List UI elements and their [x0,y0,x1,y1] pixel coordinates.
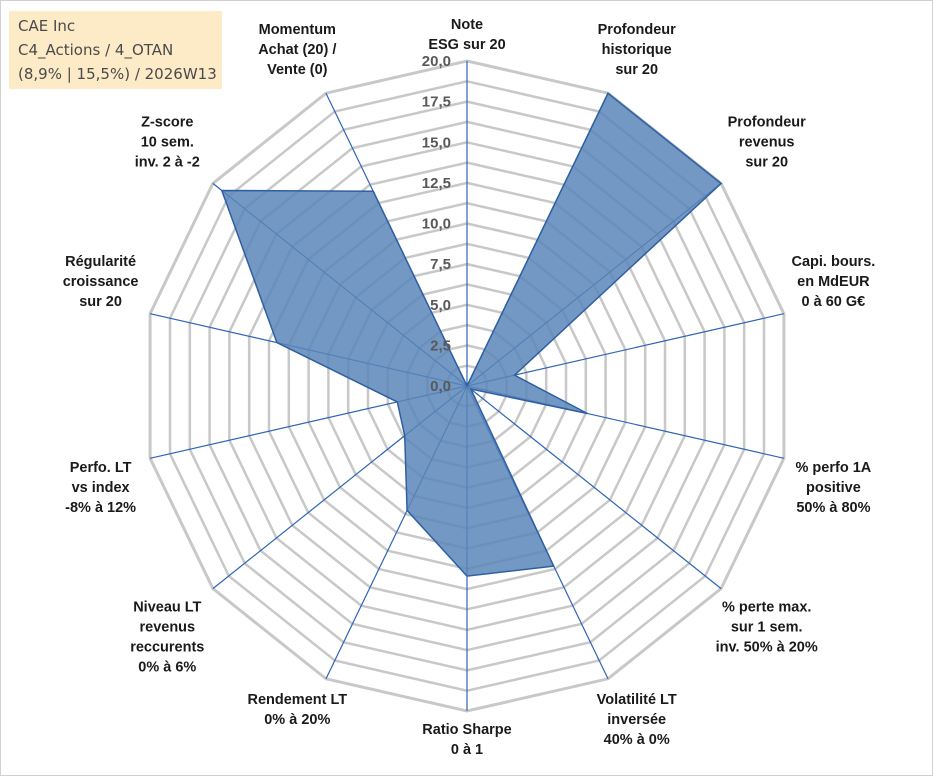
tick-label: 15,0 [422,134,451,151]
axis-spoke [466,385,722,590]
axis-label: reccurents [130,640,204,656]
axis-label: 10 sem. [141,134,194,150]
axis-label: 0 à 60 G€ [802,294,866,310]
tick-label: 17,5 [422,94,451,111]
axis-label: 50% à 80% [796,500,870,516]
tick-label: 7,5 [430,256,451,273]
axis-label: -8% à 12% [65,500,136,516]
axis-label: positive [806,480,861,496]
axis-label: Niveau LT [133,600,201,616]
tick-label: 5,0 [430,297,451,314]
axis-label: sur 20 [745,154,788,170]
axis-label: Z-score [141,114,193,130]
axis-label: 0% à 20% [264,712,330,728]
axis-label: sur 20 [615,62,658,78]
axis-label: Profondeur [598,22,676,38]
axis-label: Régularité [65,254,136,270]
tick-label: 10,0 [422,216,451,233]
radar-tick-labels: 0,0 2,5 5,0 7,5 10,0 12,5 15,0 17,5 20,0 [422,53,451,395]
axis-label: 40% à 0% [604,732,670,748]
axis-label: Capi. bours. [792,254,876,270]
axis-label: Perfo. LT [70,460,132,476]
axis-label: Note [451,17,483,33]
radar-series [220,92,723,577]
title-category: C4_Actions / 4_OTAN [18,41,174,59]
axis-label: sur 20 [79,294,122,310]
axis-label: revenus [139,620,195,636]
title-box: CAE Inc C4_Actions / 4_OTAN (8,9% | 15,5… [9,11,222,89]
axis-label: Vente (0) [267,62,328,78]
title-company: CAE Inc [18,17,76,35]
tick-label: 2,5 [430,337,451,354]
axis-label: historique [602,42,672,58]
tick-label: 0,0 [430,378,451,395]
axis-label: 0 à 1 [451,742,483,758]
axis-label: % perte max. [722,600,811,616]
axis-label: Achat (20) / [258,42,336,58]
axis-label: inversée [607,712,666,728]
axis-label: 0% à 6% [138,660,196,676]
axis-label: Ratio Sharpe [422,722,511,738]
axis-label: ESG sur 20 [428,37,505,53]
title-stats: (8,9% | 15,5%) / 2026W13 [18,65,217,83]
axis-label: Momentum [259,22,336,38]
axis-label: Rendement LT [247,692,347,708]
axis-label: vs index [72,480,130,496]
radar-axis-labels: Note ESG sur 20 Profondeur historique sur 20… [63,17,876,758]
axis-label: sur 1 sem. [731,620,803,636]
axis-label: inv. 2 à -2 [135,154,200,170]
axis-label: en MdEUR [797,274,870,290]
axis-spoke [466,313,785,387]
tick-label: 12,5 [422,175,451,192]
axis-label: % perfo 1A [796,460,872,476]
axis-label: revenus [739,134,795,150]
axis-label: inv. 50% à 20% [716,640,818,656]
axis-label: Volatilité LT [597,692,677,708]
axis-label: Profondeur [728,114,806,130]
tick-label: 20,0 [422,53,451,70]
axis-label: croissance [63,274,139,290]
